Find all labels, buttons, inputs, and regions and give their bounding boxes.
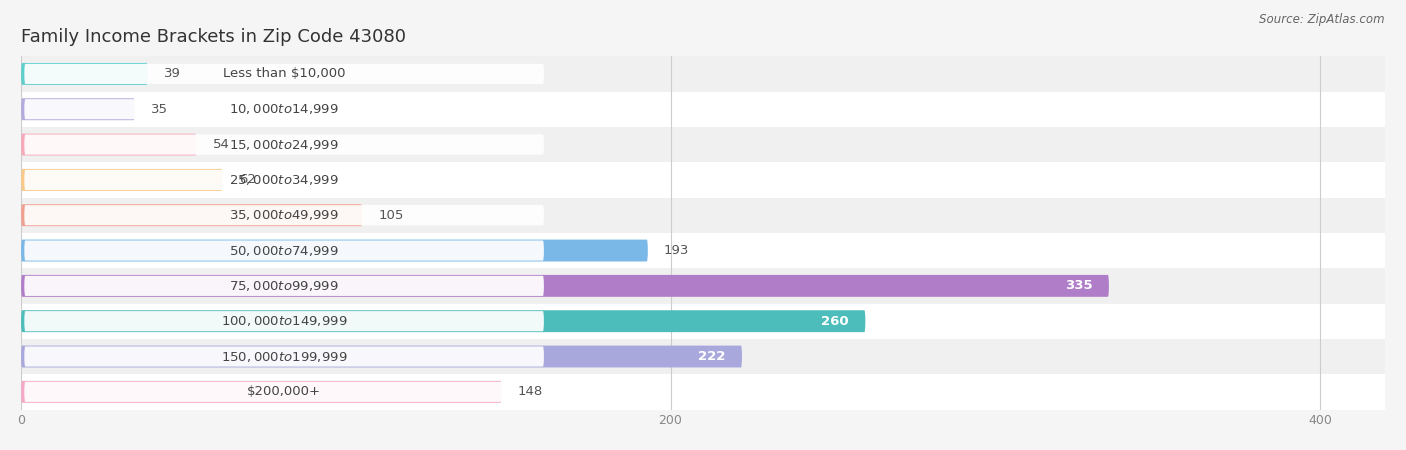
Text: $10,000 to $14,999: $10,000 to $14,999 <box>229 102 339 116</box>
FancyBboxPatch shape <box>21 56 1385 92</box>
FancyBboxPatch shape <box>21 204 363 226</box>
FancyBboxPatch shape <box>24 135 544 155</box>
Text: $35,000 to $49,999: $35,000 to $49,999 <box>229 208 339 222</box>
Text: $50,000 to $74,999: $50,000 to $74,999 <box>229 243 339 257</box>
FancyBboxPatch shape <box>24 240 544 261</box>
Text: $75,000 to $99,999: $75,000 to $99,999 <box>229 279 339 293</box>
Text: Less than $10,000: Less than $10,000 <box>224 68 346 81</box>
Text: 54: 54 <box>212 138 229 151</box>
Text: $100,000 to $149,999: $100,000 to $149,999 <box>221 314 347 328</box>
FancyBboxPatch shape <box>21 98 135 120</box>
FancyBboxPatch shape <box>21 310 865 332</box>
FancyBboxPatch shape <box>21 346 742 368</box>
FancyBboxPatch shape <box>21 374 1385 410</box>
FancyBboxPatch shape <box>24 205 544 225</box>
Text: $150,000 to $199,999: $150,000 to $199,999 <box>221 350 347 364</box>
FancyBboxPatch shape <box>24 99 544 119</box>
Text: $25,000 to $34,999: $25,000 to $34,999 <box>229 173 339 187</box>
Text: 148: 148 <box>517 385 543 398</box>
FancyBboxPatch shape <box>21 303 1385 339</box>
FancyBboxPatch shape <box>24 346 544 367</box>
Text: $15,000 to $24,999: $15,000 to $24,999 <box>229 138 339 152</box>
Text: 335: 335 <box>1064 279 1092 292</box>
Text: 35: 35 <box>150 103 167 116</box>
Text: 62: 62 <box>239 173 256 186</box>
FancyBboxPatch shape <box>21 63 148 85</box>
FancyBboxPatch shape <box>21 127 1385 162</box>
FancyBboxPatch shape <box>21 339 1385 374</box>
Text: 222: 222 <box>699 350 725 363</box>
FancyBboxPatch shape <box>21 198 1385 233</box>
FancyBboxPatch shape <box>21 134 197 156</box>
Text: 260: 260 <box>821 315 849 328</box>
FancyBboxPatch shape <box>21 233 1385 268</box>
Text: 193: 193 <box>664 244 689 257</box>
Text: Source: ZipAtlas.com: Source: ZipAtlas.com <box>1260 14 1385 27</box>
FancyBboxPatch shape <box>24 170 544 190</box>
FancyBboxPatch shape <box>24 64 544 84</box>
FancyBboxPatch shape <box>24 276 544 296</box>
FancyBboxPatch shape <box>21 169 222 191</box>
FancyBboxPatch shape <box>24 311 544 331</box>
FancyBboxPatch shape <box>21 239 648 261</box>
FancyBboxPatch shape <box>21 162 1385 198</box>
FancyBboxPatch shape <box>21 275 1109 297</box>
Text: Family Income Brackets in Zip Code 43080: Family Income Brackets in Zip Code 43080 <box>21 28 406 46</box>
FancyBboxPatch shape <box>24 382 544 402</box>
Text: $200,000+: $200,000+ <box>247 385 321 398</box>
Text: 105: 105 <box>378 209 404 222</box>
FancyBboxPatch shape <box>21 268 1385 303</box>
Text: 39: 39 <box>165 68 181 81</box>
FancyBboxPatch shape <box>21 381 502 403</box>
FancyBboxPatch shape <box>21 92 1385 127</box>
